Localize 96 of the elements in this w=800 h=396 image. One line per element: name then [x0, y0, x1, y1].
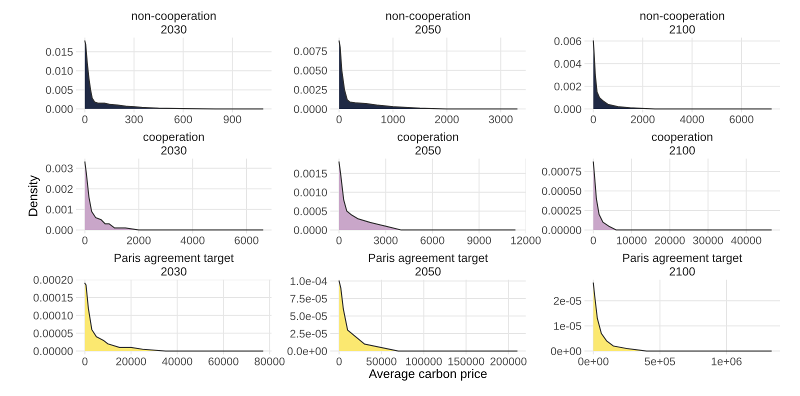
x-tick-label: 20000 [116, 357, 146, 366]
x-tick-label: 100000 [406, 357, 442, 366]
y-tick-label: 0.0000 [294, 105, 328, 114]
y-tick-label: 0.00015 [33, 294, 73, 302]
y-tick-label: 0.000 [46, 226, 73, 234]
chart-title: non-cooperation [132, 11, 216, 22]
chart-subtitle: 2050 [415, 146, 441, 155]
y-tick-label: 0.010 [46, 67, 73, 75]
x-tick-label: 0 [336, 236, 342, 244]
y-tick-label: 0.0e+00 [287, 347, 328, 356]
y-tick-label: 0.0015 [294, 170, 327, 178]
x-tick-label: 50000 [366, 357, 396, 366]
x-tick-label: 60000 [208, 357, 238, 366]
x-tick-label: 3000 [488, 115, 513, 124]
y-tick-label: 0.002 [554, 82, 582, 90]
chart-title: non-cooperation [386, 11, 470, 22]
x-tick-label: 2000 [630, 115, 655, 124]
x-tick-label: 0 [82, 115, 88, 124]
x-tick-label: 10000 [616, 236, 647, 244]
x-tick-label: 0 [336, 357, 342, 366]
x-tick-label: 3000 [374, 236, 398, 244]
chart-title: Paris agreement target [623, 253, 742, 264]
y-tick-label: 0.003 [46, 164, 73, 172]
y-tick-label: 0.0010 [294, 188, 328, 196]
y-tick-label: 0.0000 [294, 226, 328, 234]
chart-title: cooperation [143, 132, 204, 144]
chart-subtitle: 2050 [415, 25, 441, 34]
y-tick-label: 0.004 [554, 60, 582, 68]
x-tick-label: 0 [590, 236, 596, 244]
y-tick-label: 0.00005 [33, 329, 73, 338]
chart-subtitle: 2100 [670, 146, 695, 155]
y-tick-label: 0e+00 [550, 347, 582, 356]
y-tick-label: 0.001 [46, 206, 73, 214]
x-tick-label: 40000 [162, 357, 192, 366]
x-tick-label: 30000 [693, 236, 724, 244]
x-tick-label: 200000 [490, 357, 527, 366]
y-tick-label: 0.00000 [542, 226, 582, 234]
x-tick-label: 600 [174, 115, 192, 124]
y-tick-label: 0.00050 [542, 187, 582, 196]
y-tick-label: 0.006 [554, 37, 582, 46]
y-tick-label: 0.00075 [542, 168, 582, 176]
x-tick-label: 40000 [731, 236, 762, 244]
y-tick-label: 0.00010 [33, 312, 73, 320]
y-tick-label: 0.005 [46, 86, 73, 94]
y-tick-label: 7.5e-05 [290, 294, 327, 303]
y-tick-label: 0.0050 [294, 66, 328, 74]
chart-subtitle: 2050 [415, 267, 441, 276]
chart-subtitle: 2030 [161, 25, 186, 34]
chart-subtitle: 2030 [161, 146, 186, 155]
x-tick-label: 0 [82, 236, 88, 244]
chart-title: Paris agreement target [114, 253, 234, 264]
x-tick-label: 0 [82, 357, 88, 366]
y-tick-label: 1e-05 [554, 322, 582, 330]
x-tick-label: 6000 [420, 236, 444, 244]
y-tick-label: 0.000 [46, 105, 73, 114]
y-axis-title: Density [28, 175, 40, 216]
x-tick-label: 1e+06 [712, 357, 742, 366]
y-tick-label: 0.00025 [542, 206, 582, 215]
x-tick-label: 6000 [234, 236, 258, 244]
x-tick-label: 12000 [511, 236, 541, 244]
y-tick-label: 1.0e-04 [290, 277, 328, 286]
x-tick-label: 0 [590, 115, 596, 124]
y-tick-label: 0.00020 [33, 276, 73, 284]
x-tick-label: 20000 [654, 236, 685, 244]
x-tick-label: 80000 [254, 357, 285, 366]
x-tick-label: 1000 [381, 115, 405, 124]
y-tick-label: 0.0025 [294, 86, 327, 94]
x-tick-label: 2000 [435, 115, 459, 124]
y-tick-label: 2e-05 [554, 296, 582, 305]
chart-title: cooperation [652, 132, 712, 144]
x-axis-title: Average carbon price [368, 368, 487, 381]
chart-subtitle: 2030 [161, 267, 186, 276]
x-tick-label: 150000 [448, 357, 484, 366]
x-tick-label: 900 [224, 115, 242, 124]
y-tick-label: 2.5e-05 [290, 330, 327, 338]
chart-title: non-cooperation [640, 11, 724, 22]
x-tick-label: 300 [125, 115, 143, 124]
y-tick-label: 0.0005 [294, 207, 327, 216]
y-tick-label: 0.002 [46, 185, 73, 193]
x-tick-label: 0 [336, 115, 342, 124]
x-tick-label: 6000 [730, 115, 754, 124]
chart-subtitle: 2100 [670, 267, 695, 276]
x-tick-label: 9000 [467, 236, 492, 244]
chart-title: Paris agreement target [368, 253, 488, 264]
x-tick-label: 5e+05 [644, 357, 676, 366]
y-tick-label: 0.015 [46, 48, 73, 56]
chart-title: cooperation [398, 132, 458, 144]
x-tick-label: 4000 [180, 236, 205, 244]
x-tick-label: 2000 [126, 236, 151, 244]
x-tick-label: 4000 [680, 115, 704, 124]
y-tick-label: 0.00000 [33, 347, 73, 356]
y-tick-label: 0.000 [554, 105, 582, 114]
y-tick-label: 0.0075 [294, 47, 327, 56]
chart-subtitle: 2100 [670, 25, 695, 34]
x-tick-label: 0e+00 [578, 357, 609, 366]
y-tick-label: 5.0e-05 [290, 312, 327, 320]
